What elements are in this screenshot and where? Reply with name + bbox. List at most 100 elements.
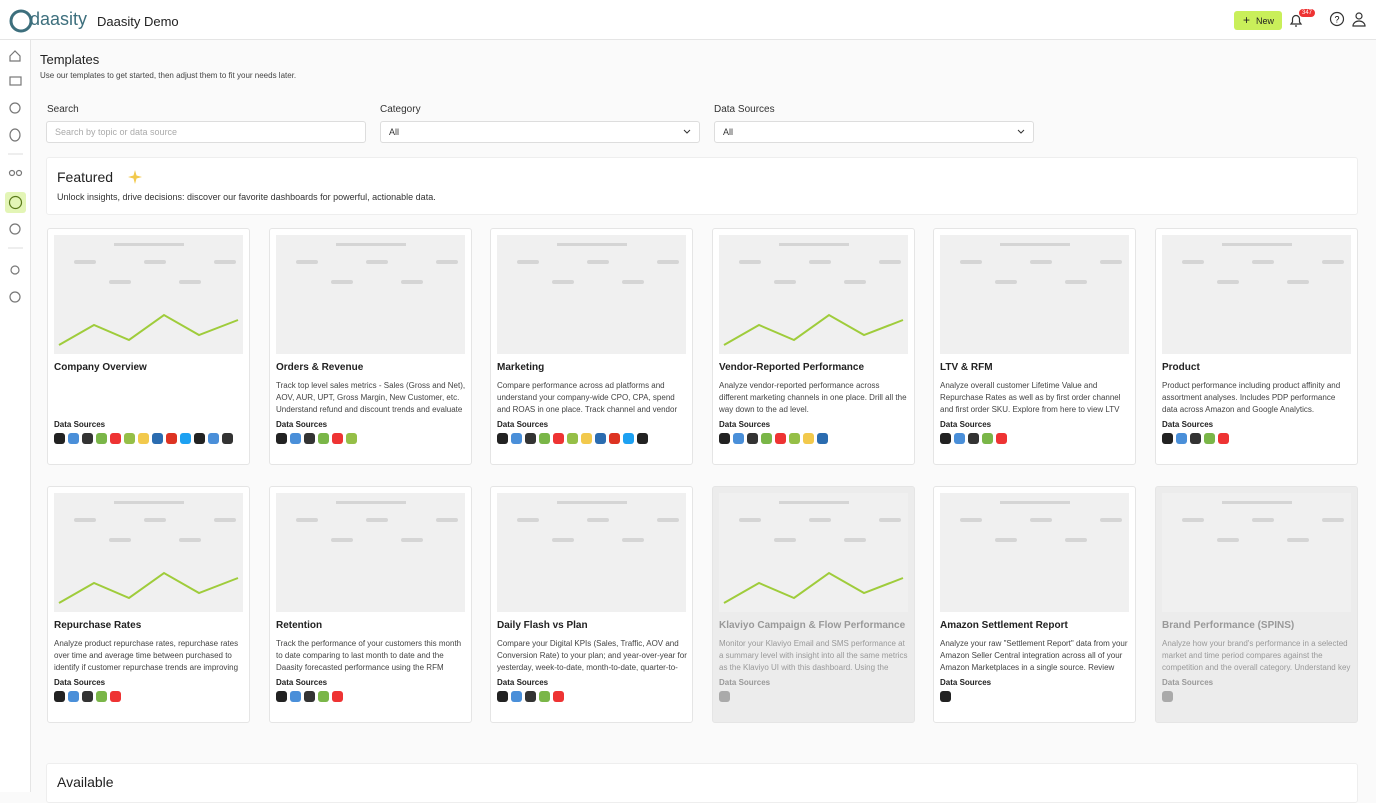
source-icon: [719, 433, 730, 444]
card-title: Daily Flash vs Plan: [497, 620, 588, 631]
sources-label: Data Sources: [497, 678, 549, 687]
template-card[interactable]: Repurchase Rates Analyze product repurcha…: [47, 486, 250, 723]
card-title: LTV & RFM: [940, 362, 993, 373]
source-icon: [318, 433, 329, 444]
sources-label: Data Sources: [940, 678, 992, 687]
sources-select[interactable]: All: [714, 121, 1034, 143]
template-card[interactable]: Company Overview Data Sources: [47, 228, 250, 465]
source-icon: [803, 433, 814, 444]
source-icon: [609, 433, 620, 444]
source-icon: [68, 433, 79, 444]
card-title: Company Overview: [54, 362, 147, 373]
thumbnail-art: [1182, 501, 1344, 542]
card-title: Vendor-Reported Performance: [719, 362, 865, 373]
thumbnail: [276, 235, 465, 354]
sources-label: Data Sources: [719, 420, 771, 429]
source-icon: [511, 691, 522, 702]
card-description: Analyze how your brand's performance in …: [1162, 639, 1351, 672]
page-subtitle: Use our templates to get started, then a…: [40, 71, 297, 80]
source-icon: [982, 433, 993, 444]
thumbnail-art: [296, 243, 458, 284]
source-icon: [304, 433, 315, 444]
sources-value: All: [723, 127, 734, 137]
card-description: Track the performance of your customers …: [276, 639, 462, 672]
new-button[interactable]: + New: [1234, 11, 1282, 30]
source-icon: [1190, 433, 1201, 444]
source-icon: [68, 691, 79, 702]
source-icons: [54, 433, 244, 444]
source-icons: [940, 691, 1130, 702]
source-icon: [152, 433, 163, 444]
source-icon: [54, 691, 65, 702]
source-icons: [497, 433, 687, 444]
card-description: Compare your Digital KPIs (Sales, Traffi…: [497, 639, 687, 672]
source-icon: [637, 433, 648, 444]
thumbnail-art: [723, 501, 904, 604]
source-icon: [497, 691, 508, 702]
template-card[interactable]: Klaviyo Campaign & Flow Performance Monit…: [712, 486, 915, 723]
template-card[interactable]: Orders & Revenue Track top level sales me…: [269, 228, 472, 465]
thumbnail-art: [960, 243, 1122, 284]
template-card[interactable]: Retention Track the performance of your c…: [269, 486, 472, 723]
template-card[interactable]: Brand Performance (SPINS) Analyze how you…: [1155, 486, 1358, 723]
source-icons: [54, 691, 244, 702]
app-title: Daasity Demo: [97, 14, 179, 29]
source-icon: [166, 433, 177, 444]
source-icons: [276, 433, 466, 444]
template-card[interactable]: Marketing Compare performance across ad p…: [490, 228, 693, 465]
source-icon: [194, 433, 205, 444]
chevron: [683, 129, 691, 134]
sources-label: Data Sources: [54, 420, 106, 429]
source-icon: [82, 691, 93, 702]
source-icon: [276, 691, 287, 702]
search-input[interactable]: Search by topic or data source: [46, 121, 366, 143]
badge: 347: [1299, 9, 1316, 17]
source-icon: [553, 433, 564, 444]
source-icon: [940, 433, 951, 444]
source-icon: [595, 433, 606, 444]
source-icon: [208, 433, 219, 444]
sources-label: Data Sources: [1162, 420, 1214, 429]
card-description: Analyze your raw "Settlement Report" dat…: [940, 639, 1128, 672]
template-card[interactable]: Vendor-Reported Performance Analyze vendo…: [712, 228, 915, 465]
card-title: Brand Performance (SPINS): [1162, 620, 1295, 631]
source-icon: [719, 691, 730, 702]
source-icon: [567, 433, 578, 444]
user[interactable]: [1351, 11, 1367, 27]
source-icon: [96, 433, 107, 444]
source-icon: [304, 691, 315, 702]
source-icon: [110, 691, 121, 702]
logo-mark: [9, 9, 33, 33]
available-panel: Available: [46, 763, 1358, 803]
sources-label: Data Sources: [497, 420, 549, 429]
sources-label: Data Sources: [940, 420, 992, 429]
card-title: Orders & Revenue: [276, 362, 364, 373]
card-description: Track top level sales metrics - Sales (G…: [276, 381, 466, 414]
source-icon: [775, 433, 786, 444]
source-icons: [1162, 691, 1352, 702]
template-card[interactable]: Daily Flash vs Plan Compare your Digital …: [490, 486, 693, 723]
source-icon: [553, 691, 564, 702]
source-icons: [1162, 433, 1352, 444]
sources-label: Data Sources: [276, 420, 328, 429]
sparkle: [128, 170, 142, 184]
card-title: Retention: [276, 620, 323, 631]
template-card[interactable]: LTV & RFM Analyze overall customer Lifeti…: [933, 228, 1136, 465]
template-card[interactable]: Amazon Settlement Report Analyze your raw…: [933, 486, 1136, 723]
source-icon: [110, 433, 121, 444]
source-icon: [1218, 433, 1229, 444]
sources-label: Data Sources: [1162, 678, 1214, 687]
source-icon: [290, 691, 301, 702]
help[interactable]: ?: [1329, 11, 1345, 27]
sources-label: Data Sources: [719, 678, 771, 687]
template-card[interactable]: Product Product performance including pro…: [1155, 228, 1358, 465]
nav-icons[interactable]: [0, 40, 31, 310]
bell[interactable]: [1288, 12, 1304, 28]
category-select[interactable]: All: [380, 121, 700, 143]
source-icon: [1204, 433, 1215, 444]
logo: daasity: [30, 9, 88, 29]
source-icon: [54, 433, 65, 444]
source-icon: [996, 433, 1007, 444]
source-icons: [276, 691, 466, 702]
